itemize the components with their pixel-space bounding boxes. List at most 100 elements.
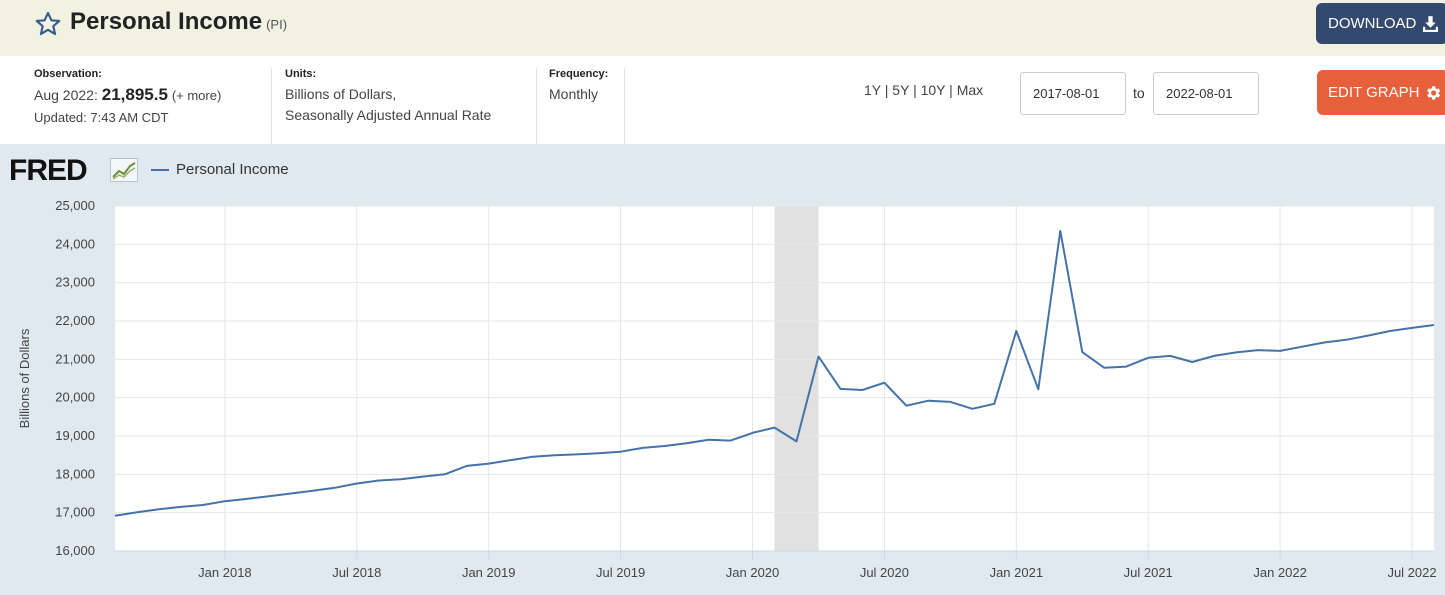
frequency-label: Frequency:: [549, 68, 609, 80]
series-code: (PI): [266, 17, 288, 32]
data-point: [224, 500, 226, 502]
range-separator: |: [913, 82, 917, 98]
data-point: [752, 432, 754, 434]
data-point: [422, 476, 424, 478]
data-point: [114, 515, 116, 517]
frequency-value: Monthly: [549, 86, 599, 102]
data-point: [1389, 330, 1391, 332]
data-point: [1257, 349, 1259, 351]
x-tick-label: Jan 2019: [462, 565, 516, 580]
data-point: [664, 445, 666, 447]
to-label: to: [1133, 85, 1145, 101]
data-point: [532, 456, 534, 458]
recession-shading: [774, 206, 819, 551]
data-point: [1147, 357, 1149, 359]
data-point: [598, 452, 600, 454]
data-point: [708, 439, 710, 441]
data-point: [576, 453, 578, 455]
end-date-input[interactable]: [1153, 72, 1259, 115]
start-date-input[interactable]: [1020, 72, 1126, 115]
data-point: [1081, 351, 1083, 353]
y-tick-label: 19,000: [55, 428, 95, 443]
observation-label: Observation:: [34, 68, 102, 80]
units-line-1: Billions of Dollars,: [285, 86, 397, 102]
data-point: [1301, 346, 1303, 348]
data-point: [1169, 355, 1171, 357]
x-tick-label: Jul 2018: [332, 565, 381, 580]
observation-value-line: Aug 2022: 21,895.5 (+ more): [34, 84, 271, 106]
data-point: [971, 408, 973, 410]
data-point: [246, 498, 248, 500]
legend-swatch: [151, 169, 169, 171]
y-tick-label: 20,000: [55, 390, 95, 405]
download-label: DOWNLOAD: [1328, 15, 1417, 32]
data-point: [510, 459, 512, 461]
data-point: [927, 400, 929, 402]
y-tick-label: 25,000: [55, 198, 95, 213]
range-max[interactable]: Max: [956, 82, 984, 98]
edit-graph-button[interactable]: EDIT GRAPH: [1317, 70, 1445, 115]
x-tick-label: Jan 2018: [198, 565, 252, 580]
updated-time: Updated: 7:43 AM CDT: [34, 110, 169, 125]
observation-more-link[interactable]: (+ more): [171, 88, 222, 103]
data-point: [378, 479, 380, 481]
data-point: [861, 389, 863, 391]
range-10y[interactable]: 10Y: [920, 82, 946, 98]
data-point: [180, 506, 182, 508]
data-point: [730, 440, 732, 442]
range-1y[interactable]: 1Y: [864, 82, 881, 98]
x-tick-label: Jan 2022: [1253, 565, 1307, 580]
y-tick-label: 22,000: [55, 313, 95, 328]
data-point: [1279, 350, 1281, 352]
legend-label: Personal Income: [176, 161, 289, 178]
data-point: [1103, 367, 1105, 369]
data-point: [334, 487, 336, 489]
range-separator: |: [884, 82, 889, 98]
y-tick-label: 23,000: [55, 275, 95, 290]
fred-chart-icon: [110, 158, 138, 182]
data-point: [1433, 324, 1435, 326]
data-point: [466, 465, 468, 467]
data-point: [312, 490, 314, 492]
observation-date: Aug 2022:: [34, 87, 98, 103]
range-separator: |: [949, 82, 953, 98]
data-point: [817, 356, 819, 358]
data-point: [444, 473, 446, 475]
data-point: [158, 508, 160, 510]
x-tick-label: Jul 2020: [860, 565, 909, 580]
page-title: Personal Income (PI): [70, 8, 287, 36]
data-point: [136, 511, 138, 513]
data-point: [488, 463, 490, 465]
x-tick-label: Jul 2021: [1124, 565, 1173, 580]
data-point: [1015, 330, 1017, 332]
series-line: [114, 229, 1435, 517]
data-point: [1213, 355, 1215, 357]
data-point: [642, 447, 644, 449]
data-point: [1323, 341, 1325, 343]
data-point: [774, 427, 776, 429]
data-point: [290, 493, 292, 495]
page-header: Personal Income (PI) DOWNLOAD: [0, 0, 1445, 56]
y-axis-title: Billions of Dollars: [17, 328, 32, 428]
date-range-selector: 1Y | 5Y | 10Y | Max: [864, 82, 983, 98]
data-point: [1191, 361, 1193, 363]
edit-graph-label: EDIT GRAPH: [1328, 84, 1420, 101]
data-point: [202, 504, 204, 506]
download-button[interactable]: DOWNLOAD: [1316, 3, 1445, 44]
data-point: [1235, 351, 1237, 353]
observation-value: 21,895.5: [101, 85, 168, 104]
data-point: [1411, 327, 1413, 329]
y-tick-label: 18,000: [55, 466, 95, 481]
data-point: [554, 454, 556, 456]
units-label: Units:: [285, 68, 317, 80]
range-5y[interactable]: 5Y: [892, 82, 910, 98]
x-tick-label: Jan 2021: [990, 565, 1044, 580]
x-tick-label: Jul 2022: [1387, 565, 1436, 580]
data-point: [1367, 335, 1369, 337]
data-point: [686, 442, 688, 444]
star-icon[interactable]: [34, 10, 62, 38]
y-tick-label: 21,000: [55, 351, 95, 366]
data-point: [1125, 366, 1127, 368]
units-line-2: Seasonally Adjusted Annual Rate: [285, 107, 492, 123]
